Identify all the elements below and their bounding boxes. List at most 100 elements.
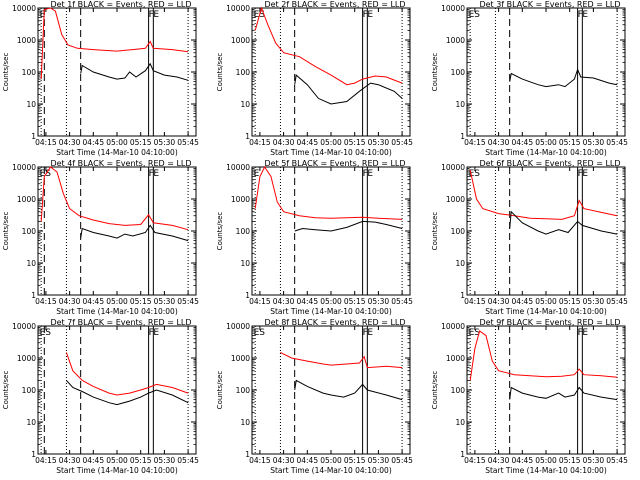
event-marker: ES	[469, 169, 481, 179]
y-tick-label: 10	[455, 418, 465, 427]
y-axis-label: Counts/sec	[2, 371, 10, 410]
x-axis-label: Start Time (14-Mar-10 04:10:00)	[485, 466, 607, 475]
event-marker: E	[153, 10, 159, 20]
x-tick-label: 04:15	[464, 138, 486, 147]
y-tick-label: 10000	[12, 4, 36, 13]
y-tick-label: 10000	[226, 163, 250, 172]
x-tick-label: 05:15	[344, 138, 366, 147]
x-tick-label: 05:45	[177, 297, 199, 306]
y-tick-label: 10000	[12, 163, 36, 172]
x-tick-label: 05:30	[368, 297, 390, 306]
y-axis-label: Counts/sec	[216, 212, 224, 251]
y-tick-label: 1000	[231, 195, 250, 204]
x-tick-label: 04:30	[273, 297, 295, 306]
series-line-red	[40, 166, 189, 231]
x-tick-label: 05:45	[391, 138, 413, 147]
x-tick-label: 04:45	[296, 456, 318, 465]
x-axis-label: Start Time (14-Mar-10 04:10:00)	[270, 307, 392, 316]
chart-title: Det 9f BLACK = Events, RED = LLD	[479, 318, 620, 327]
x-tick-label: 05:15	[130, 456, 152, 465]
y-tick-label: 1000	[446, 354, 465, 363]
y-tick-label: 10	[455, 259, 465, 268]
y-tick-label: 10	[240, 259, 250, 268]
y-tick-label: 100	[451, 227, 466, 236]
x-tick-label: 05:15	[344, 456, 366, 465]
y-tick-label: 1	[31, 291, 36, 300]
event-marker: E	[582, 10, 588, 20]
panel-det-3: Det 3f BLACK = Events, RED = LLD Counts/s…	[431, 0, 628, 157]
event-marker: ES	[254, 328, 266, 338]
panel-det-4: Det 4f BLACK = Events, RED = LLD Counts/s…	[2, 159, 199, 316]
y-tick-label: 10000	[226, 4, 250, 13]
y-tick-label: 1	[245, 132, 250, 141]
y-tick-label: 1000	[446, 36, 465, 45]
event-marker: E	[367, 169, 373, 179]
x-tick-label: 04:45	[296, 297, 318, 306]
chart-title: Det 5f BLACK = Events, RED = LLD	[264, 159, 405, 168]
y-axis-label: Counts/sec	[431, 53, 439, 92]
event-marker: E	[582, 169, 588, 179]
y-axis-label: Counts/sec	[431, 371, 439, 410]
series-line-red	[280, 351, 403, 369]
x-tick-label: 04:45	[296, 138, 318, 147]
x-tick-label: 04:45	[82, 297, 104, 306]
panel-det-1: Det 1f BLACK = Events, RED = LLD Counts/s…	[2, 0, 199, 157]
series-line-red	[40, 7, 189, 80]
x-tick-label: 04:15	[464, 456, 486, 465]
chart-title: Det 6f BLACK = Events, RED = LLD	[479, 159, 620, 168]
chart-title: Det 7f BLACK = Events, RED = LLD	[50, 318, 191, 327]
panel-det-6: Det 6f BLACK = Events, RED = LLD Counts/s…	[431, 159, 628, 316]
series-line-red	[469, 330, 618, 381]
x-tick-label: 05:00	[106, 456, 128, 465]
series-line-black	[294, 220, 403, 232]
y-tick-label: 1000	[446, 195, 465, 204]
y-tick-label: 100	[451, 68, 466, 77]
x-tick-label: 04:30	[59, 297, 81, 306]
y-tick-label: 1000	[231, 354, 250, 363]
x-tick-label: 05:00	[320, 138, 342, 147]
x-tick-label: 04:15	[249, 297, 271, 306]
x-tick-label: 04:45	[82, 138, 104, 147]
x-tick-label: 05:30	[583, 456, 605, 465]
y-tick-label: 1000	[231, 36, 250, 45]
x-tick-label: 05:15	[130, 297, 152, 306]
x-tick-label: 04:45	[511, 297, 533, 306]
event-marker: E	[254, 169, 260, 179]
x-tick-label: 05:45	[391, 297, 413, 306]
x-axis-label: Start Time (14-Mar-10 04:10:00)	[56, 466, 178, 475]
x-tick-label: 04:30	[488, 456, 510, 465]
plot-frame	[37, 325, 197, 455]
x-tick-label: 05:45	[606, 456, 628, 465]
x-tick-label: 04:15	[249, 138, 271, 147]
y-tick-label: 10	[26, 259, 36, 268]
x-tick-label: 05:30	[583, 138, 605, 147]
x-tick-label: 04:45	[82, 456, 104, 465]
y-tick-label: 1	[460, 450, 465, 459]
series-line-black	[80, 224, 189, 242]
series-line-red	[254, 165, 403, 220]
x-tick-label: 04:30	[273, 456, 295, 465]
x-tick-label: 05:45	[606, 138, 628, 147]
x-tick-label: 05:30	[368, 456, 390, 465]
x-tick-label: 04:30	[488, 297, 510, 306]
x-tick-label: 05:45	[177, 138, 199, 147]
y-axis-label: Counts/sec	[2, 212, 10, 251]
y-tick-label: 1000	[17, 195, 36, 204]
y-tick-label: 10	[455, 100, 465, 109]
y-tick-label: 10000	[441, 322, 465, 331]
y-axis-label: Counts/sec	[431, 212, 439, 251]
plot-frame	[466, 7, 626, 137]
x-tick-label: 05:00	[106, 297, 128, 306]
event-marker: E	[153, 169, 159, 179]
series-line-black	[80, 62, 189, 81]
x-tick-label: 05:15	[559, 297, 581, 306]
x-tick-label: 04:45	[511, 456, 533, 465]
y-tick-label: 100	[22, 227, 37, 236]
plot-frame	[37, 7, 197, 137]
y-tick-label: 1000	[17, 354, 36, 363]
x-tick-label: 04:30	[488, 138, 510, 147]
series-line-black	[66, 380, 189, 406]
x-axis-label: Start Time (14-Mar-10 04:10:00)	[56, 307, 178, 316]
chart-title: Det 1f BLACK = Events, RED = LLD	[50, 0, 191, 9]
